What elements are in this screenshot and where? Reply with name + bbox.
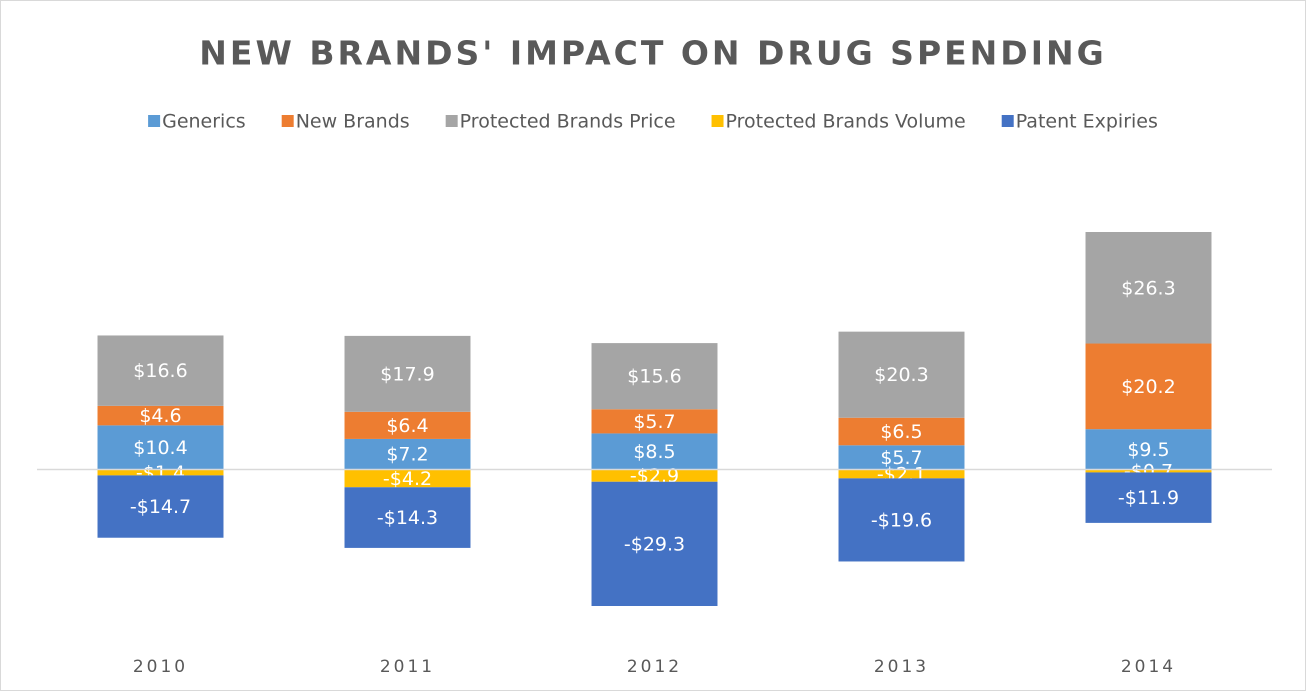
bar-segment xyxy=(591,433,718,470)
bar-segment xyxy=(838,445,965,470)
value-label: $5.7 xyxy=(880,447,922,469)
legend-label: New Brands xyxy=(296,111,410,133)
x-tick-label: 2010 xyxy=(133,657,188,677)
bar-segment xyxy=(97,475,224,538)
legend: Generics New Brands Protected Brands Price… xyxy=(148,111,1158,133)
legend-swatch xyxy=(148,115,161,127)
legend-swatch xyxy=(445,115,458,127)
value-label: -$19.6 xyxy=(871,509,932,531)
x-tick-label: 2013 xyxy=(874,657,929,677)
value-label: $6.5 xyxy=(880,421,922,443)
legend-label: Protected Brands Price xyxy=(460,111,676,133)
value-label: $9.5 xyxy=(1127,439,1169,461)
legend-label: Patent Expiries xyxy=(1016,111,1158,133)
value-label: $17.9 xyxy=(380,363,434,385)
x-tick-label: 2014 xyxy=(1121,657,1176,677)
value-label: $6.4 xyxy=(386,415,428,437)
bar-segment xyxy=(591,469,718,482)
bar-segment xyxy=(344,487,471,548)
bar-segment xyxy=(1085,472,1212,523)
value-label: $16.6 xyxy=(133,360,187,382)
legend-swatch xyxy=(281,115,294,127)
bar-segment xyxy=(97,469,224,476)
x-tick-label: 2011 xyxy=(380,657,435,677)
bar-segment xyxy=(344,438,471,470)
legend-item: Protected Brands Volume xyxy=(711,111,966,133)
value-label: -$11.9 xyxy=(1118,487,1179,509)
legend-swatch xyxy=(1001,115,1014,127)
bar-segment xyxy=(1085,429,1212,470)
bar-segment xyxy=(344,335,471,412)
bar-segment xyxy=(838,478,965,562)
legend-item: Generics xyxy=(148,111,246,133)
legend-swatch xyxy=(711,115,724,127)
bar-segment xyxy=(1085,232,1212,344)
legend-item: New Brands xyxy=(281,111,410,133)
x-tick-label: 2012 xyxy=(627,657,682,677)
value-label: $4.6 xyxy=(139,405,181,427)
bar-segment xyxy=(344,469,471,488)
value-label: $5.7 xyxy=(633,411,675,433)
bar-segment xyxy=(97,425,224,470)
bar-segment xyxy=(1085,343,1212,430)
bar-segment xyxy=(591,409,718,434)
value-label: $7.2 xyxy=(386,444,428,466)
bar-segment xyxy=(591,343,718,410)
legend-item: Patent Expiries xyxy=(1001,111,1158,133)
bar-segment xyxy=(1085,469,1212,473)
bar-segment xyxy=(591,481,718,606)
bar-segment xyxy=(344,411,471,439)
legend-item: Protected Brands Price xyxy=(445,111,676,133)
chart-title: NEW BRANDS' IMPACT ON DRUG SPENDING xyxy=(199,34,1106,73)
value-label: $10.4 xyxy=(133,437,187,459)
bar-segment xyxy=(838,417,965,446)
legend-label: Protected Brands Volume xyxy=(726,111,966,133)
value-label: -$14.3 xyxy=(377,507,438,529)
value-label: $20.3 xyxy=(874,364,928,386)
value-label: -$29.3 xyxy=(624,533,685,555)
bar-segment xyxy=(838,331,965,418)
value-label: $20.2 xyxy=(1121,376,1175,398)
value-label: $15.6 xyxy=(627,366,681,388)
bar-segment xyxy=(838,469,965,479)
value-label: $26.3 xyxy=(1121,277,1175,299)
value-label: -$14.7 xyxy=(130,496,191,518)
legend-label: Generics xyxy=(162,111,246,133)
bar-segment xyxy=(97,405,224,426)
value-label: -$4.2 xyxy=(383,468,432,490)
value-label: $8.5 xyxy=(633,441,675,463)
bar-segment xyxy=(97,335,224,406)
value-label: -$2.9 xyxy=(630,465,679,487)
